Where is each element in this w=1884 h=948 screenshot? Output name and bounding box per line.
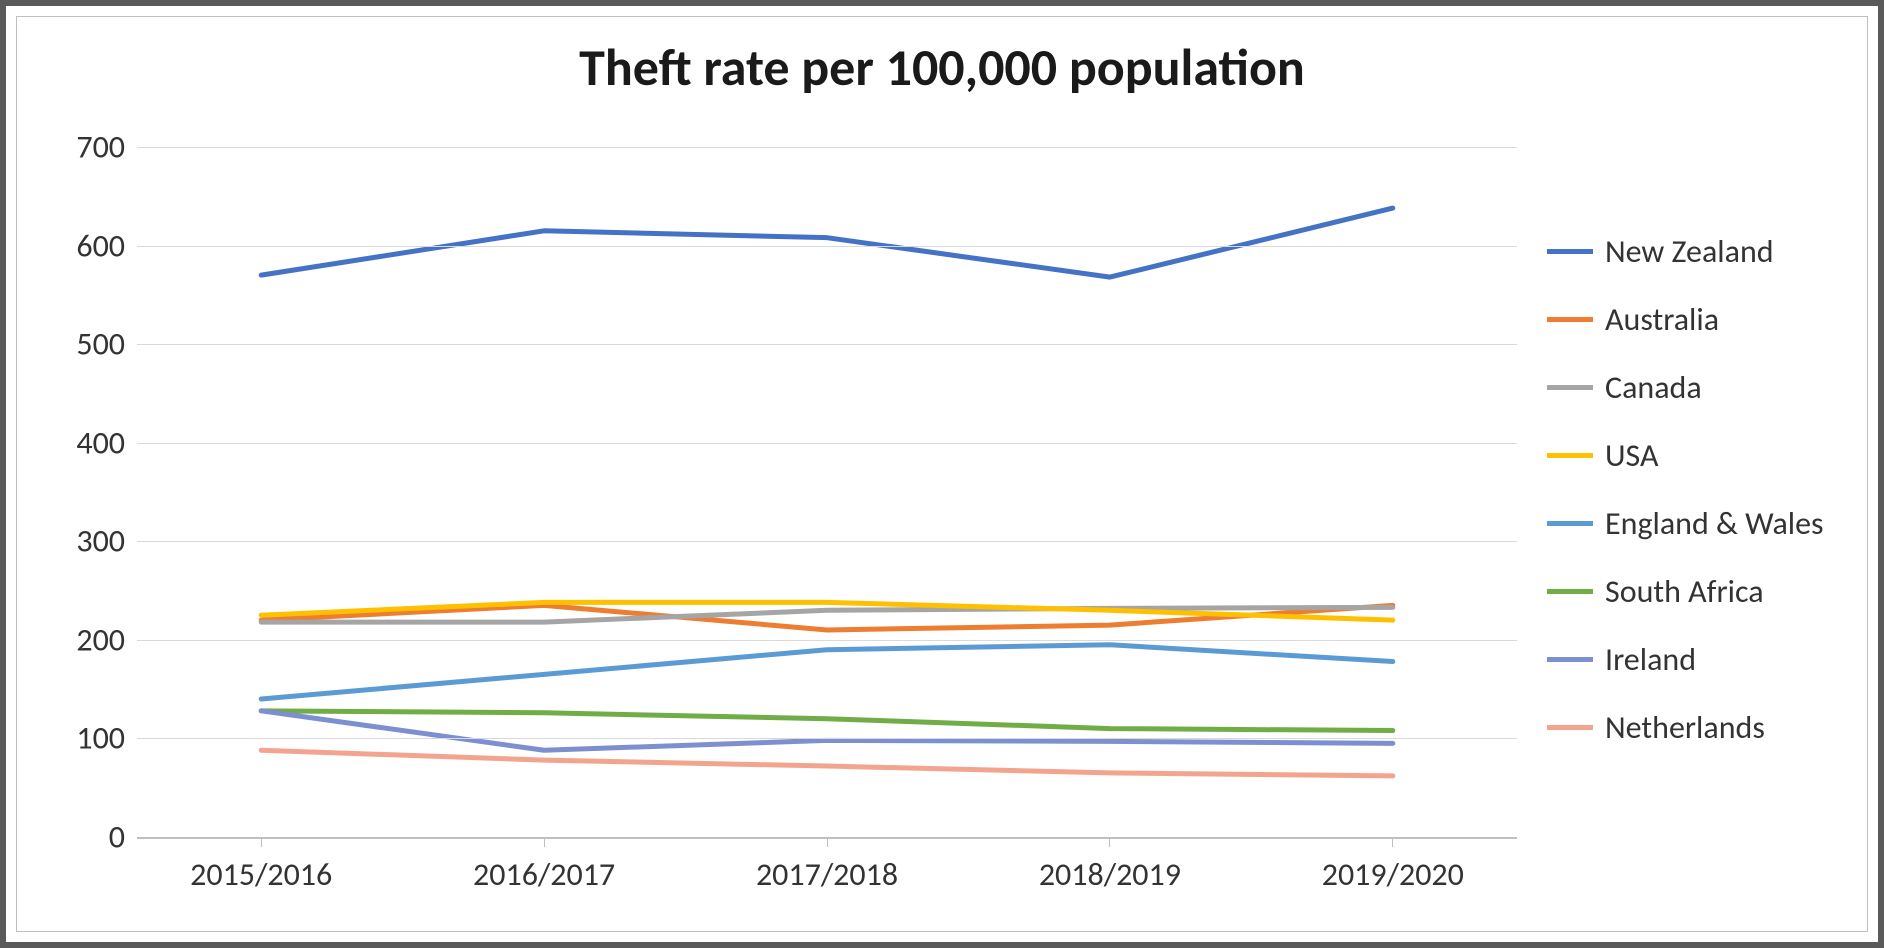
legend-label: Canada [1605, 368, 1702, 407]
x-tick-label: 2015/2016 [190, 855, 332, 894]
legend-swatch [1547, 725, 1593, 730]
x-tick-mark [1109, 837, 1110, 847]
legend-label: Australia [1605, 300, 1719, 339]
legend-swatch [1547, 589, 1593, 594]
legend-swatch [1547, 317, 1593, 322]
legend-label: England & Wales [1605, 504, 1824, 543]
x-tick-label: 2019/2020 [1322, 855, 1464, 894]
legend-item: England & Wales [1547, 489, 1824, 557]
chart-outer-frame: Theft rate per 100,000 population 010020… [0, 0, 1884, 948]
y-tick-label: 0 [109, 818, 125, 857]
gridline [137, 541, 1517, 542]
legend-item: Netherlands [1547, 693, 1824, 761]
x-tick-label: 2018/2019 [1039, 855, 1181, 894]
x-tick-mark [1392, 837, 1393, 847]
legend-swatch [1547, 657, 1593, 662]
y-tick-label: 600 [76, 226, 125, 265]
y-tick-label: 200 [76, 620, 125, 659]
y-axis-line [137, 147, 138, 837]
legend-label: Netherlands [1605, 708, 1765, 747]
x-tick-mark [261, 837, 262, 847]
x-tick-label: 2016/2017 [473, 855, 615, 894]
legend-label: USA [1605, 436, 1659, 475]
chart-lines-svg [137, 147, 1517, 837]
chart-inner-frame: Theft rate per 100,000 population 010020… [16, 16, 1868, 932]
x-tick-mark [544, 837, 545, 847]
gridline [137, 443, 1517, 444]
legend-item: New Zealand [1547, 217, 1824, 285]
legend-item: Ireland [1547, 625, 1824, 693]
x-tick-label: 2017/2018 [756, 855, 898, 894]
series-line [261, 645, 1393, 699]
legend-item: Australia [1547, 285, 1824, 353]
y-tick-label: 500 [76, 325, 125, 364]
legend-swatch [1547, 385, 1593, 390]
legend-item: Canada [1547, 353, 1824, 421]
gridline [137, 147, 1517, 148]
x-tick-mark [827, 837, 828, 847]
legend: New Zealand Australia Canada USA England & W… [1547, 217, 1824, 761]
series-line [261, 750, 1393, 776]
gridline [137, 344, 1517, 345]
legend-swatch [1547, 453, 1593, 458]
gridline [137, 246, 1517, 247]
legend-item: USA [1547, 421, 1824, 489]
y-tick-label: 300 [76, 522, 125, 561]
legend-item: South Africa [1547, 557, 1824, 625]
y-tick-label: 100 [76, 719, 125, 758]
gridline [137, 738, 1517, 739]
series-line [261, 208, 1393, 277]
gridline [137, 640, 1517, 641]
legend-swatch [1547, 249, 1593, 254]
y-tick-label: 400 [76, 423, 125, 462]
chart-title: Theft rate per 100,000 population [17, 35, 1867, 99]
series-line [261, 711, 1393, 731]
plot-area: 01002003004005006007002015/20162016/2017… [137, 147, 1517, 837]
legend-label: Ireland [1605, 640, 1696, 679]
y-tick-label: 700 [76, 128, 125, 167]
legend-label: South Africa [1605, 572, 1764, 611]
legend-label: New Zealand [1605, 232, 1774, 271]
legend-swatch [1547, 521, 1593, 526]
